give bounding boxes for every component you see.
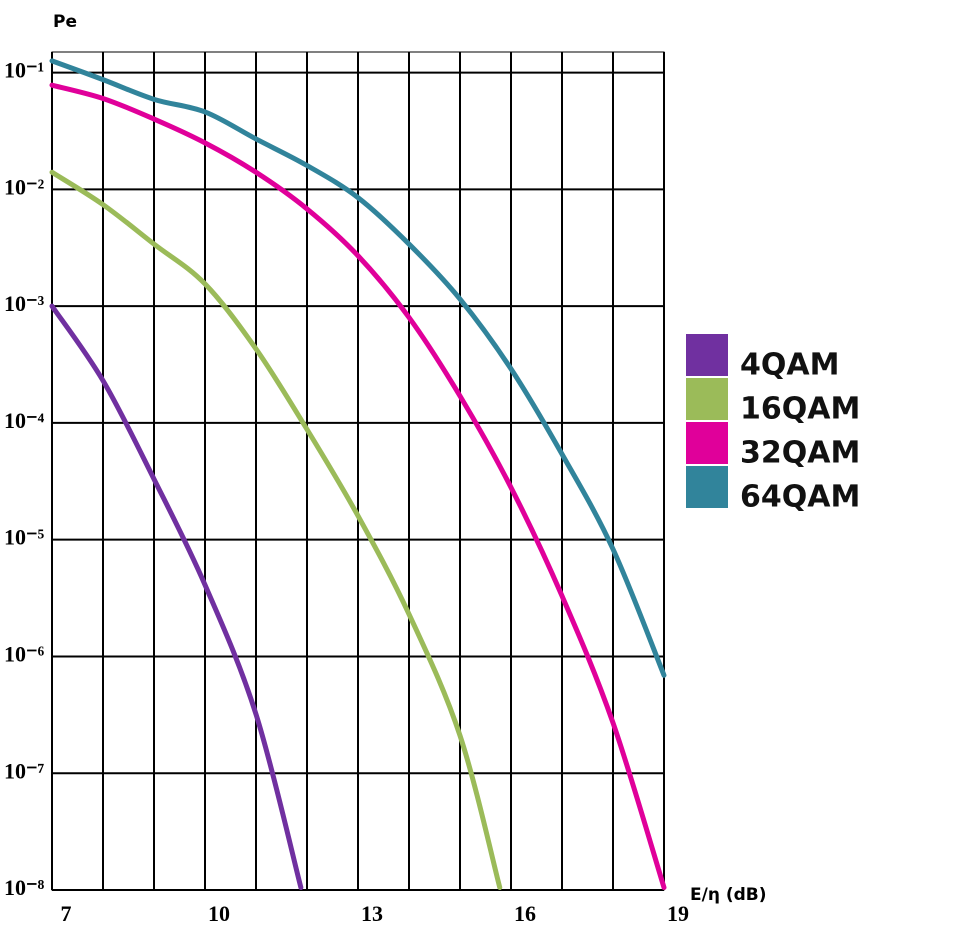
legend-swatch: [686, 422, 728, 464]
series-line: [49, 82, 667, 891]
series-line: [49, 303, 304, 891]
x-tick-label: 13: [361, 901, 383, 926]
series-line: [49, 169, 503, 891]
legend-label: 16QAM: [740, 392, 860, 427]
y-tick-label: 10⁻⁷: [4, 758, 45, 783]
y-axis-label: Pe: [53, 12, 77, 32]
y-tick-label: 10⁻⁸: [4, 875, 45, 900]
x-tick-label: 7: [61, 901, 72, 926]
series-line: [49, 58, 667, 678]
legend-label: 32QAM: [740, 436, 860, 471]
y-tick-label: 10⁻²: [4, 174, 45, 199]
x-tick-label: 10: [208, 901, 230, 926]
y-tick-label: 10⁻⁶: [4, 641, 45, 666]
legend-label: 4QAM: [740, 348, 839, 383]
x-tick-label: 16: [514, 901, 536, 926]
legend-swatch: [686, 378, 728, 420]
y-tick-label: 10⁻⁵: [4, 525, 45, 550]
legend-label: 64QAM: [740, 480, 860, 515]
legend-swatch: [686, 466, 728, 508]
y-tick-label: 10⁻³: [4, 291, 45, 316]
y-tick-label: 10⁻¹: [4, 58, 44, 83]
legend-swatch: [686, 334, 728, 376]
y-tick-label: 10⁻⁴: [4, 408, 45, 433]
x-axis-label: E/η (dB): [690, 885, 767, 905]
x-tick-label: 19: [667, 901, 689, 926]
